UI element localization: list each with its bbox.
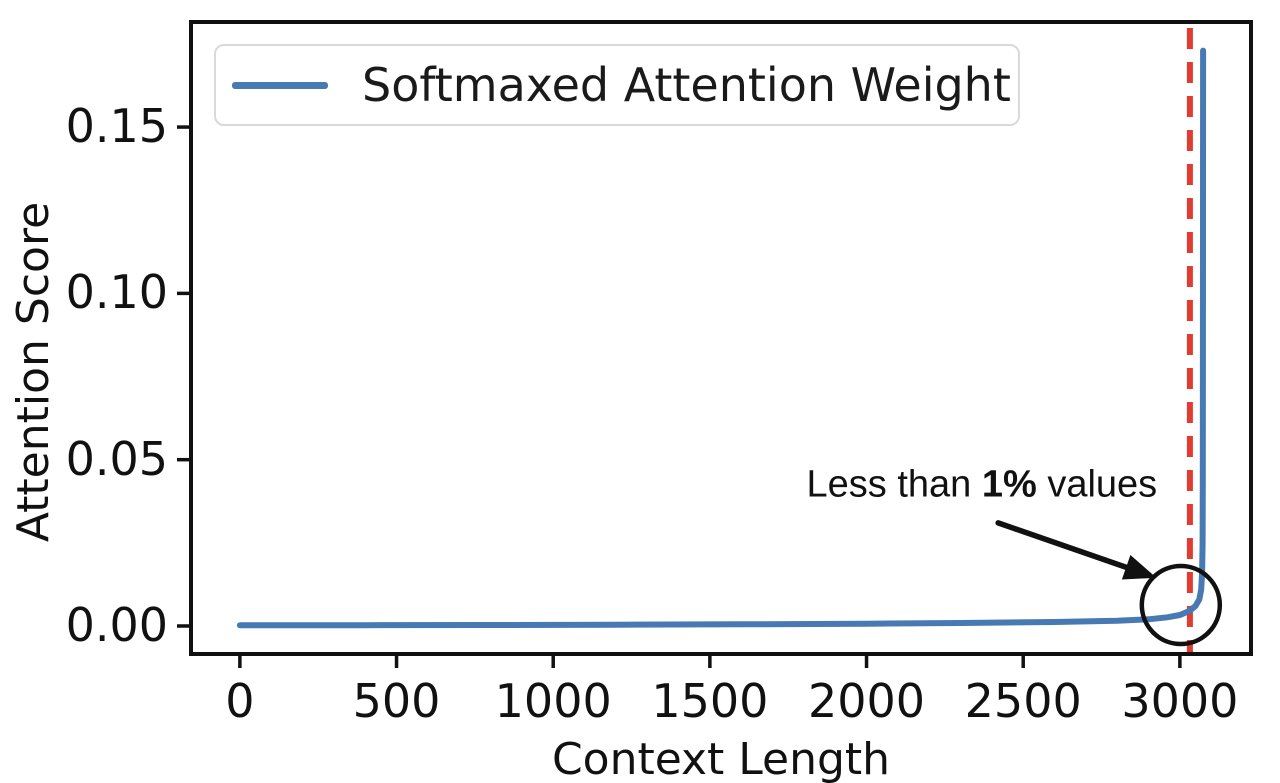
y-tick-label: 0.05 [65, 431, 168, 486]
annotation-less-than-1pct: Less than 1% values [807, 463, 1158, 506]
annotation-arrow-shaft [995, 520, 1135, 572]
x-tick-label: 2500 [964, 674, 1082, 728]
legend-box: Softmaxed Attention Weight [214, 44, 1020, 126]
annotation-text-suffix: values [1036, 463, 1158, 506]
y-tick-label: 0.15 [65, 99, 168, 154]
annotation-arrow-head [1121, 554, 1157, 580]
x-tick-label: 3000 [1121, 674, 1239, 728]
legend-entry-label: Softmaxed Attention Weight [362, 58, 1011, 112]
annotation-text-bold: 1% [981, 463, 1037, 506]
annotation-text-prefix: Less than [806, 463, 982, 506]
x-tick-label: 500 [352, 674, 441, 728]
x-tick-label: 0 [225, 674, 255, 728]
attention-curve [236, 47, 1207, 629]
legend-line-swatch [232, 81, 328, 89]
y-tick-label: 0.00 [65, 597, 168, 652]
plot-frame [189, 20, 1253, 656]
x-tick-label: 1000 [494, 674, 612, 728]
x-axis-title: Context Length [551, 734, 891, 783]
x-tick-label: 2000 [807, 674, 926, 728]
x-tick-label: 1500 [651, 674, 769, 728]
y-tick-label: 0.10 [65, 265, 168, 320]
highlight-circle [1139, 563, 1223, 647]
y-axis-title: Attention Score [8, 201, 59, 543]
